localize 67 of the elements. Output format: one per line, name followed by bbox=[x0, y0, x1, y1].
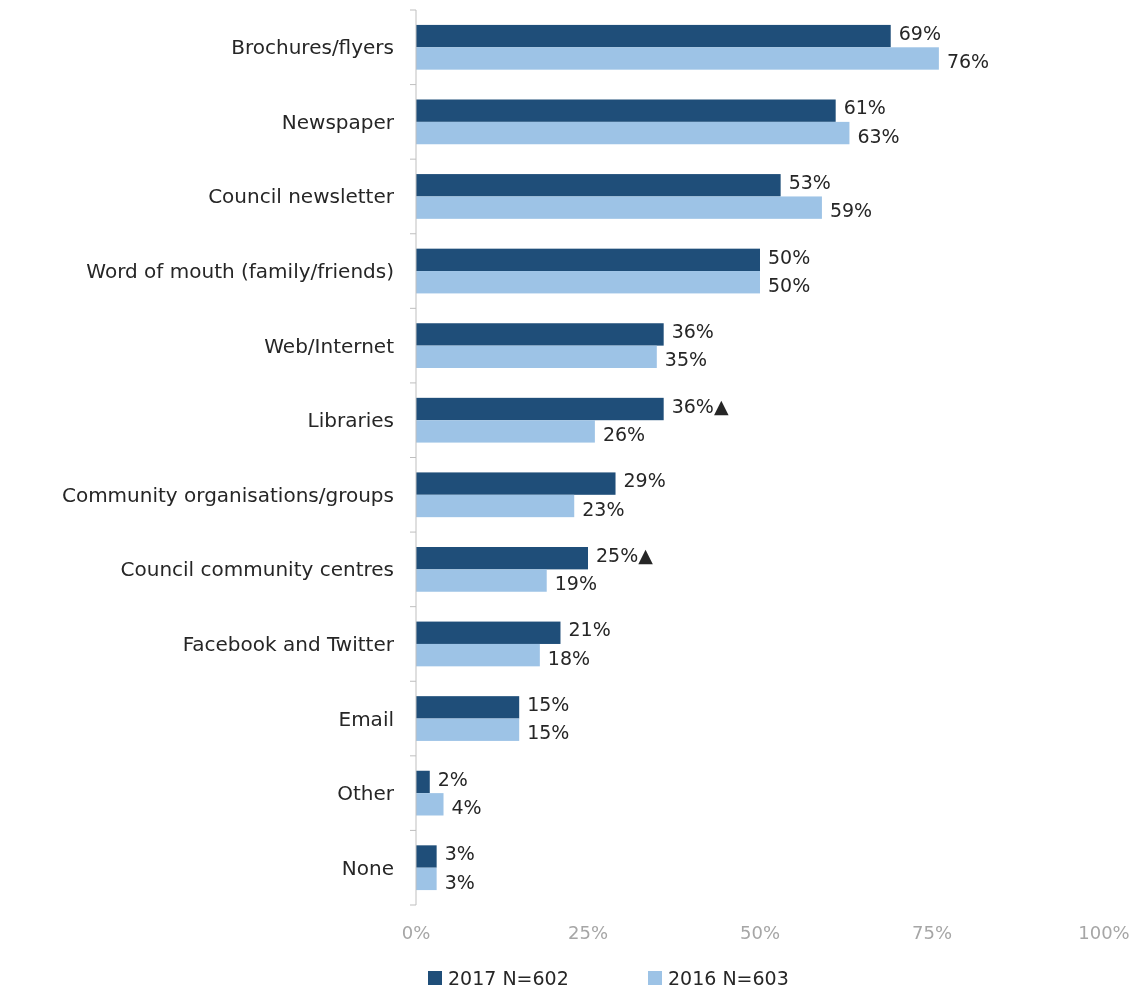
bar bbox=[416, 99, 836, 122]
bar bbox=[416, 770, 430, 794]
y-tick-label: Other bbox=[337, 781, 395, 806]
bar bbox=[416, 174, 781, 197]
bar bbox=[416, 569, 547, 592]
x-tick-label: 0% bbox=[401, 922, 431, 943]
data-label: 19% bbox=[554, 572, 597, 595]
data-label: 15% bbox=[527, 721, 570, 744]
x-tick-label: 50% bbox=[739, 922, 781, 943]
data-label: 35% bbox=[664, 348, 708, 371]
bar bbox=[416, 271, 760, 294]
data-label: 61% bbox=[843, 96, 886, 119]
data-label: 76% bbox=[946, 50, 990, 73]
data-label: 29% bbox=[623, 469, 666, 492]
bar bbox=[416, 793, 444, 816]
bar bbox=[416, 420, 595, 443]
data-label: 53% bbox=[788, 170, 831, 193]
data-label: 3% bbox=[444, 870, 475, 893]
data-label: 36%▲ bbox=[671, 394, 729, 417]
data-label: 50% bbox=[768, 245, 811, 268]
y-tick-label: None bbox=[341, 855, 394, 880]
data-label: 23% bbox=[582, 497, 625, 520]
y-tick-label: Brochures/flyers bbox=[231, 35, 394, 60]
bar bbox=[416, 24, 891, 48]
x-tick-label: 75% bbox=[911, 922, 953, 943]
bar bbox=[416, 196, 822, 219]
bar bbox=[416, 845, 437, 868]
legend-label: 2016 N=603 bbox=[668, 966, 789, 989]
data-label: 69% bbox=[898, 21, 941, 44]
bar bbox=[416, 643, 540, 667]
data-label: 59% bbox=[829, 199, 873, 222]
data-label: 50% bbox=[768, 273, 811, 296]
bar bbox=[416, 345, 657, 368]
y-tick-label: Email bbox=[338, 706, 394, 731]
y-tick-label: Council community centres bbox=[120, 557, 394, 582]
y-tick-label: Council newsletter bbox=[208, 184, 395, 209]
bar bbox=[416, 248, 760, 272]
bar bbox=[416, 621, 561, 644]
data-label: 18% bbox=[547, 646, 591, 669]
x-tick-label: 100% bbox=[1078, 922, 1130, 943]
y-tick-label: Newspaper bbox=[281, 109, 395, 134]
bar bbox=[416, 696, 520, 719]
bar bbox=[416, 494, 575, 518]
bar bbox=[416, 323, 664, 346]
bar bbox=[416, 472, 616, 495]
y-tick-label: Libraries bbox=[307, 408, 394, 433]
data-label: 26% bbox=[602, 423, 646, 446]
bar bbox=[416, 547, 588, 570]
data-label: 3% bbox=[444, 842, 475, 865]
x-tick-label: 25% bbox=[567, 922, 609, 943]
y-tick-label: Community organisations/groups bbox=[61, 482, 394, 507]
data-label: 25%▲ bbox=[596, 543, 654, 566]
bar bbox=[416, 121, 850, 145]
legend-label: 2017 N=602 bbox=[448, 966, 569, 989]
y-tick-label: Web/Internet bbox=[264, 333, 395, 358]
bar bbox=[416, 397, 664, 421]
data-label: 4% bbox=[451, 795, 482, 818]
data-label: 36% bbox=[671, 320, 714, 343]
y-tick-label: Facebook and Twitter bbox=[182, 631, 395, 656]
data-label: 21% bbox=[568, 618, 611, 641]
data-label: 15% bbox=[527, 693, 570, 715]
bar bbox=[416, 867, 437, 891]
y-tick-label: Word of mouth (family/friends) bbox=[86, 259, 394, 284]
data-label: 2% bbox=[437, 767, 468, 790]
bar bbox=[416, 47, 939, 70]
bar bbox=[416, 718, 520, 741]
data-label: 63% bbox=[857, 124, 900, 147]
